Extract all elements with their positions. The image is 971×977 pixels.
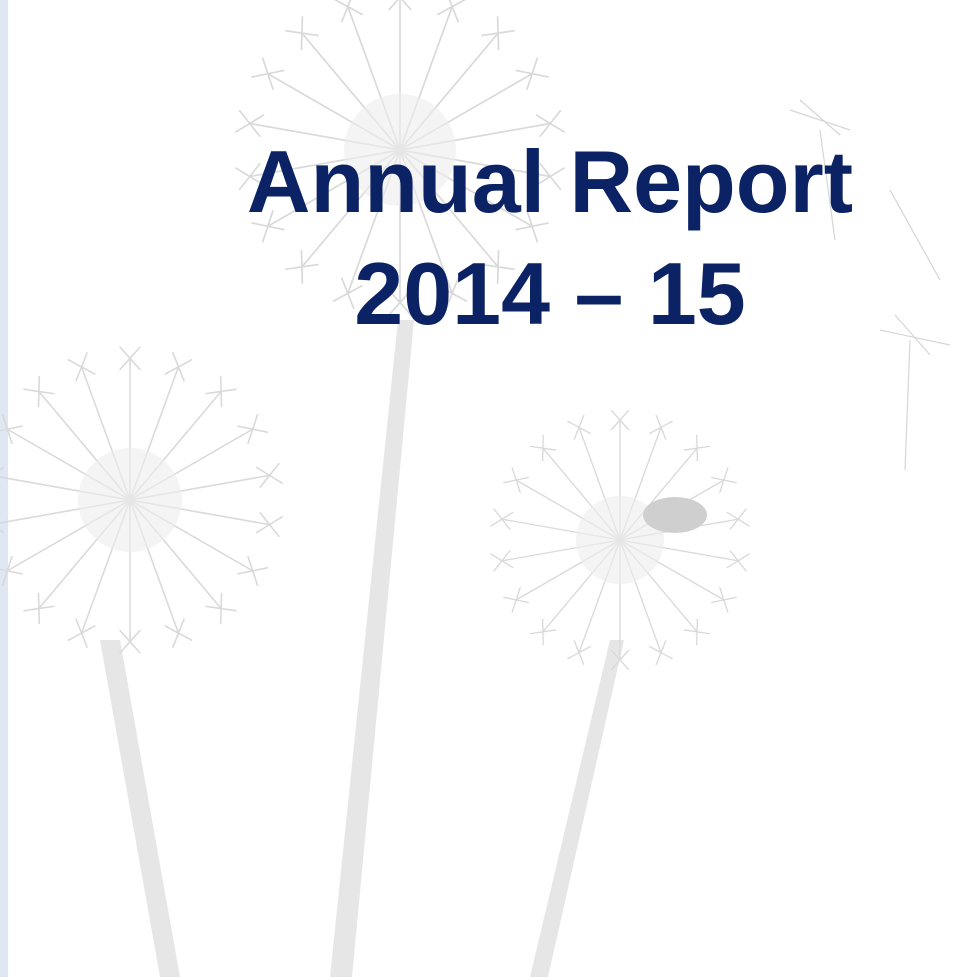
dandelion-left <box>0 347 283 977</box>
title-line: 2014 – 15 <box>130 244 970 344</box>
title-line: Annual Report <box>130 132 970 232</box>
page: Annual Report 2014 – 15 (() => { const d… <box>0 0 971 977</box>
dandelion-right <box>491 410 750 977</box>
